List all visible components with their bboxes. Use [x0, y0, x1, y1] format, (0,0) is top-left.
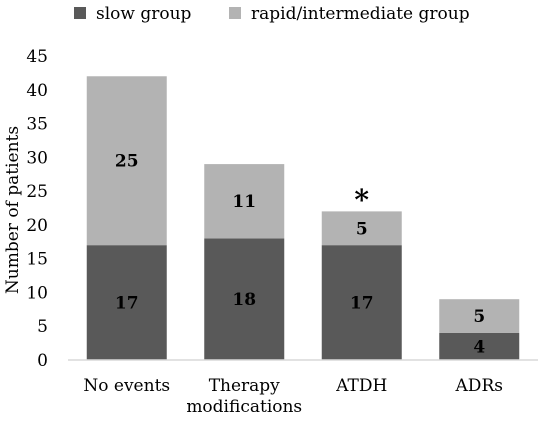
bar-rapid: [204, 164, 285, 239]
y-axis-label: Number of patients: [3, 126, 23, 294]
y-tick-label: 15: [26, 250, 48, 270]
bars: 17 25 18 11 17 5 4 5: [86, 76, 520, 360]
bar-value-label: 4: [473, 337, 485, 357]
x-tick-labels: No events Therapy modifications ATDH ADRs: [83, 376, 503, 417]
bar-slow: [321, 245, 402, 360]
annotations: *: [354, 183, 369, 216]
y-tick-label: 5: [37, 317, 48, 337]
bar-slow: [439, 332, 520, 360]
y-tick-label: 40: [26, 81, 48, 101]
bar-value-label: 5: [473, 307, 485, 327]
bar-value-label: 17: [115, 294, 139, 314]
bar-value-label: 17: [350, 294, 374, 314]
x-tick-label: ATDH: [335, 376, 387, 396]
bar-rapid: [439, 299, 520, 333]
significance-asterisk: *: [354, 183, 369, 216]
bar-slow: [86, 245, 167, 360]
y-tick-label: 25: [26, 182, 48, 202]
bar-value-label: 5: [356, 219, 368, 239]
bar-rapid: [321, 211, 402, 246]
y-tick-label: 20: [26, 216, 48, 236]
y-tick-label: 10: [26, 283, 48, 303]
y-tick-label: 45: [26, 47, 48, 67]
legend: slow group rapid/intermediate group: [74, 4, 470, 24]
bar-value-label: 11: [232, 192, 256, 212]
bar-value-label: 25: [115, 152, 139, 172]
y-tick-label: 0: [37, 351, 48, 371]
bar-slow: [204, 238, 285, 360]
legend-label-slow: slow group: [96, 4, 192, 24]
legend-label-rapid: rapid/intermediate group: [251, 4, 470, 24]
x-tick-label: Therapy modifications: [186, 376, 302, 417]
x-tick-label: No events: [83, 376, 170, 396]
x-tick-label: ADRs: [455, 376, 503, 396]
y-tick-label: 35: [26, 115, 48, 135]
legend-swatch-rapid: [229, 7, 241, 19]
bar-value-label: 18: [232, 290, 256, 310]
bar-rapid: [86, 76, 167, 246]
y-tick-labels: 0 5 10 15 20 25 30 35 40 45: [26, 47, 48, 371]
y-tick-label: 30: [26, 148, 48, 168]
legend-swatch-slow: [74, 7, 86, 19]
